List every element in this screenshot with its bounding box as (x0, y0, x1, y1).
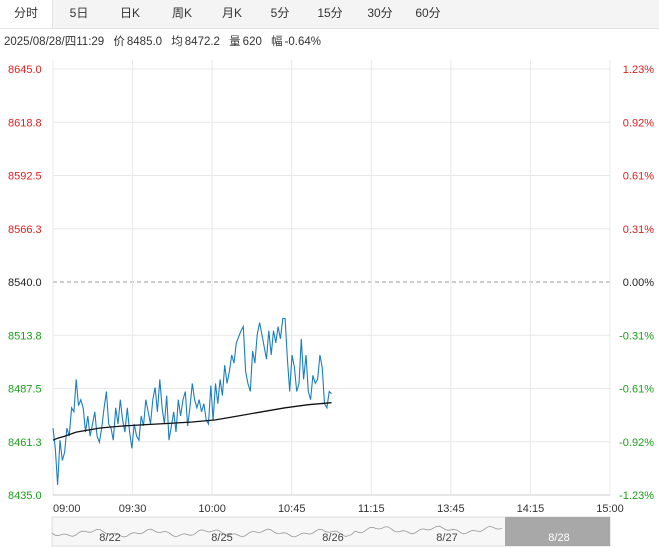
period-tabs: 分时 5日 日K 周K 月K 5分 15分 30分 60分 (0, 0, 659, 29)
tab-4[interactable]: 月K (221, 6, 242, 20)
time-tick-label: 11:15 (358, 503, 385, 515)
pct-tick-label: 0.00% (623, 277, 654, 289)
pct-tick-label: -0.61% (619, 384, 654, 396)
price-tick-label: 8513.8 (8, 330, 42, 342)
tab-1[interactable]: 5日 (69, 6, 89, 20)
time-tick-label: 09:00 (53, 503, 81, 515)
navigator-date-label: 8/26 (322, 532, 343, 544)
time-navigator[interactable]: 8/22 8/25 8/26 8/27 8/28 (51, 516, 611, 547)
info-price: 8485.0 (126, 36, 163, 48)
price-tick-label: 8618.8 (8, 117, 42, 129)
navigator-date-label: 8/25 (211, 532, 232, 544)
time-tick-label: 15:00 (596, 503, 624, 515)
quote-info-bar: 2025/08/28/四11:29 价 8485.0 均 8472.2 量 620 幅… (4, 33, 327, 49)
pct-tick-label: 1.23% (623, 64, 654, 76)
price-tick-label: 8592.5 (8, 171, 42, 183)
avg-line (52, 402, 332, 441)
time-tick-label: 09:30 (119, 503, 147, 515)
chart-series (52, 317, 332, 485)
time-tick-label: 14:15 (517, 503, 545, 515)
axis-labels: 8645.0 1.23% 8618.8 0.92% 8592.5 0.61% 8566.3 0… (8, 64, 654, 515)
tab-5[interactable]: 5分 (270, 6, 290, 20)
navigator-selection (505, 517, 610, 546)
info-change: -0.64% (284, 36, 321, 48)
info-volume: 620 (242, 36, 262, 48)
navigator-sparkline (51, 525, 503, 538)
info-price-label: 价 (113, 36, 125, 48)
pct-tick-label: 0.61% (623, 171, 654, 183)
tab-2[interactable]: 日K (119, 6, 140, 20)
navigator-date-label: 8/27 (436, 532, 457, 544)
price-tick-label: 8645.0 (8, 64, 42, 76)
pct-tick-label: 0.31% (623, 224, 654, 236)
tab-6[interactable]: 15分 (317, 6, 343, 20)
pct-tick-label: 0.92% (623, 117, 654, 129)
price-tick-label: 8566.3 (8, 224, 42, 236)
tab-7[interactable]: 30分 (367, 6, 393, 20)
time-tick-label: 10:45 (278, 503, 306, 515)
price-tick-label: 8435.0 (8, 490, 42, 502)
info-change-label: 幅 (271, 36, 283, 48)
time-tick-label: 13:45 (437, 503, 465, 515)
tab-8[interactable]: 60分 (415, 6, 441, 20)
pct-tick-label: -0.92% (619, 437, 654, 449)
pct-tick-label: -0.31% (619, 330, 654, 342)
price-tick-label: 8487.5 (8, 384, 42, 396)
navigator-date-label: 8/28 (548, 532, 569, 544)
info-avg: 8472.2 (184, 36, 220, 48)
price-line (52, 317, 332, 485)
info-volume-label: 量 (229, 36, 241, 48)
info-datetime: 2025/08/28/四11:29 (4, 36, 105, 48)
navigator-date-label: 8/22 (99, 532, 120, 544)
tab-3[interactable]: 周K (171, 6, 192, 20)
price-tick-label: 8540.0 (8, 277, 42, 289)
info-avg-label: 均 (171, 36, 183, 48)
price-tick-label: 8461.3 (8, 437, 42, 449)
pct-tick-label: -1.23% (619, 490, 654, 502)
chart-grid (52, 60, 611, 496)
time-tick-label: 10:00 (198, 503, 226, 515)
tab-0[interactable]: 分时 (0, 0, 53, 28)
